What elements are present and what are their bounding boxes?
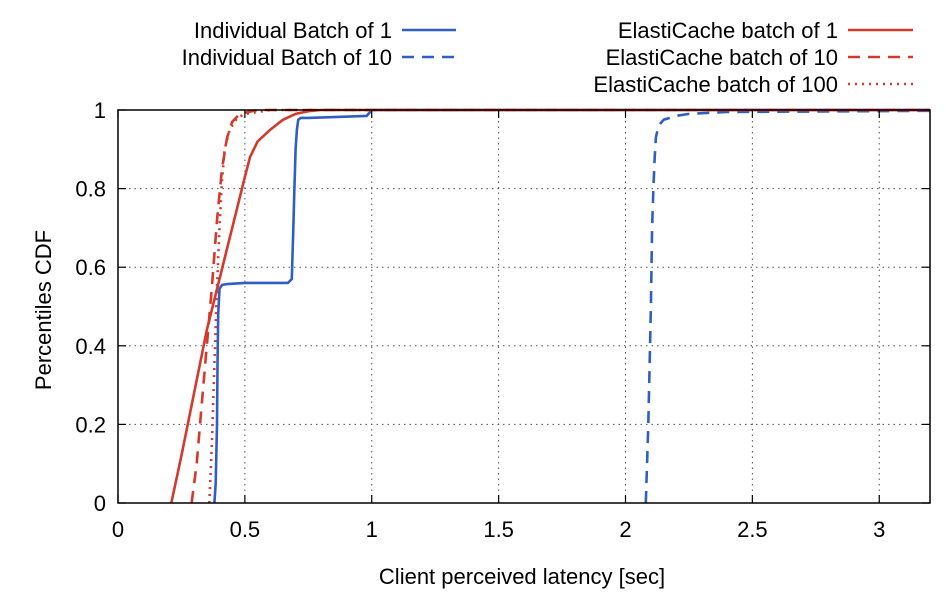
series-lines [170, 108, 931, 504]
y-tick-label: 0.6 [75, 255, 106, 280]
y-tick-label: 0.4 [75, 334, 106, 359]
axis-ticks: 0 0.5 1 1.5 2 2.5 3 0 0.2 0.4 0.6 0.8 1 [75, 98, 930, 542]
y-axis-label: Percentiles CDF [31, 230, 56, 390]
x-tick-label: 2.5 [737, 517, 768, 542]
x-tick-label: 0.5 [230, 517, 261, 542]
x-tick-label: 2 [619, 517, 631, 542]
y-tick-label: 1 [94, 98, 106, 123]
legend-label-5: ElastiCache batch of 100 [593, 72, 838, 97]
y-tick-label: 0 [94, 491, 106, 516]
y-tick-label: 0.2 [75, 412, 106, 437]
y-tick-label: 0.8 [75, 177, 106, 202]
series-line-1 [213, 108, 930, 504]
x-tick-label: 0 [112, 517, 124, 542]
series-line-4 [190, 108, 930, 504]
x-axis-label: Client perceived latency [sec] [379, 564, 665, 589]
series-line-2 [644, 109, 931, 504]
plot-area-frame [117, 109, 931, 504]
x-tick-label: 1 [366, 517, 378, 542]
series-line-3 [170, 108, 930, 504]
grid [118, 110, 930, 503]
legend-label-4: ElastiCache batch of 10 [606, 45, 838, 70]
legend-label-2: Individual Batch of 10 [182, 45, 392, 70]
series-line-5 [208, 108, 930, 504]
x-tick-label: 1.5 [483, 517, 514, 542]
legend-label-1: Individual Batch of 1 [194, 18, 392, 43]
legend-label-3: ElastiCache batch of 1 [618, 18, 838, 43]
x-tick-label: 3 [873, 517, 885, 542]
